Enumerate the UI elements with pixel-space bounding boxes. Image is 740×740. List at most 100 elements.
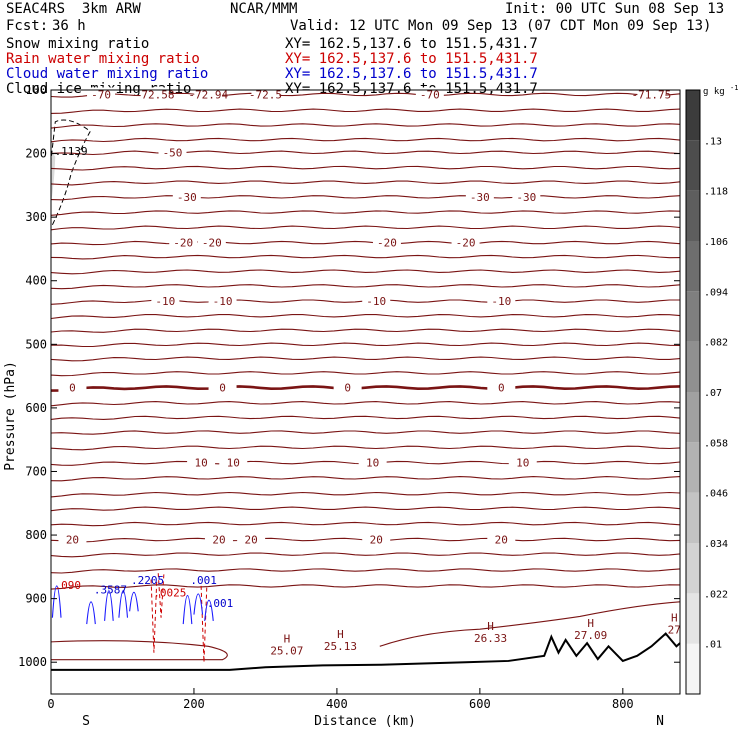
contour-label-bg [197,235,226,249]
plot-frame [50,89,681,695]
contour-label: -30 [177,191,197,204]
cloud-water-contour [86,601,96,625]
temperature-contour [50,150,681,156]
forecast-label: Fcst: [6,18,49,34]
contour-label: -50 [163,146,183,159]
forecast-hours: 36 h [52,18,86,34]
contour-label-bg [58,380,87,394]
colorbar-tick-label: .046 [704,489,728,500]
x-tick-label: 200 [183,697,205,711]
contour-label: -72.58 [135,88,175,101]
contour-label-bg [151,294,180,308]
contour-label-bg [219,455,248,469]
temperature-contour [50,254,681,260]
high-marker: H [487,620,494,633]
field-xy-rain: XY= 162.5,137.6 to 151.5,431.7 [285,51,538,67]
surface-contour [50,640,228,661]
cloud-value-label: .2205 [131,574,164,587]
colorbar-tick-label: .034 [704,539,728,550]
colorbar-tick-label: .082 [704,338,728,349]
valid-time: Valid: 12 UTC Mon 09 Sep 13 (07 CDT Mon … [290,18,712,34]
contour-label: 10 [516,457,529,470]
temperature-contour [50,476,681,482]
contour-label: -30 [516,191,536,204]
cloud-value-label: .3587 [94,584,127,597]
temperature-contour [50,180,681,186]
temperature-contour [50,225,681,231]
contour-label: 10 [366,457,379,470]
contour-label-bg [487,294,516,308]
terrain-line [51,632,681,671]
contour-label-bg [237,532,266,546]
contour-label: -20 [456,237,476,250]
contour-label: -20 [377,237,397,250]
temperature-contour [50,269,681,275]
init-time: Init: 00 UTC Sun 08 Sep 13 [505,1,725,17]
cloud-water-contour [118,590,129,618]
colorbar-frame [685,89,701,695]
y-tick-label: 500 [25,337,47,351]
contour-label-bg [169,235,198,249]
temperature-contour [50,108,681,114]
org-label: NCAR/MMM [230,1,298,17]
cloud-water-contour [104,590,114,621]
contour-label: 0 [69,382,76,395]
high-value-label: 27.09 [574,629,607,642]
contour-label: -71.75 [632,88,672,101]
contour-label: -10 [155,295,175,308]
colorbar-tick-label: .13 [704,136,722,147]
high-value-label: 27 [668,624,681,637]
colorbar-cell [686,543,700,594]
colorbar-cell [686,392,700,443]
contour-label: -10 [366,295,386,308]
rain-contour [150,579,158,653]
surface-contour-right [379,601,681,647]
contour-label-bg [251,87,280,101]
cloud-value-label: .090 [55,579,82,592]
contour-label-bg [512,189,541,203]
colorbar-cell [686,492,700,543]
cloud-water-contour [193,593,204,615]
field-xy-snow: XY= 162.5,137.6 to 151.5,431.7 [285,36,538,52]
temperature-contour [50,568,681,574]
colorbar-cell [686,341,700,392]
temperature-contour [50,445,681,451]
colorbar-cell [686,241,700,292]
colorbar-cell [686,291,700,342]
contour-label: -72.5 [249,88,282,101]
contour-label-bg [451,235,480,249]
colorbar-cell [686,90,700,141]
contour-label-bg [508,455,537,469]
colorbar-tick-label: .022 [704,589,728,600]
y-axis-label: Pressure (hPa) [3,361,18,471]
temperature-contour [50,165,681,171]
temperature-contour [50,521,681,527]
temperature-contour [50,401,681,407]
cloud-value-label: .1139 [55,145,88,158]
contour-label: 10 [194,457,207,470]
colorbar-tick-label: .058 [704,438,728,449]
y-tick-label: 100 [25,83,47,97]
colorbar-unit-exponent: -1 [730,84,738,92]
cloud-water-contour [129,591,139,612]
field-name-snow: Snow mixing ratio [6,36,150,52]
colorbar: .01 .022 .034 .046 .058 .07 .082 .094 .106 .118 .1… [685,84,738,695]
field-name-cloud-water: Cloud water mixing ratio [6,66,209,82]
contour-label-bg [487,380,516,394]
high-value-label: 26.33 [474,632,507,645]
x-end-north: N [656,714,664,729]
contour-label-bg [158,145,187,159]
x-tick-label: 0 [47,697,54,711]
cloud-value-label: .001 [190,574,217,587]
contour-label-bg [58,532,87,546]
field-xy-cloud-water: XY= 162.5,137.6 to 151.5,431.7 [285,66,538,82]
temperature-contour [50,415,681,420]
contour-label: 0 [344,382,351,395]
y-tick-label: 1000 [18,655,47,669]
y-tick-label: 400 [25,274,47,288]
temperature-contour [50,491,681,498]
colorbar-tick-label: .07 [704,388,722,399]
high-marker: H [284,633,291,646]
y-tick-label: 600 [25,401,47,415]
y-tick-label: 800 [25,528,47,542]
